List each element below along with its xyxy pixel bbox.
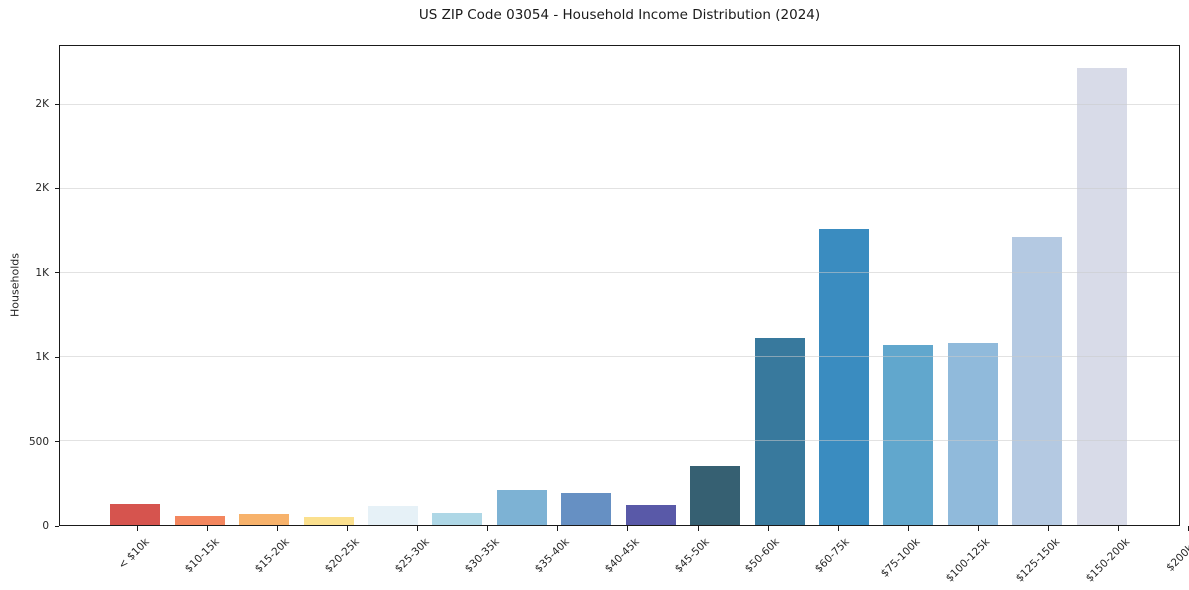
x-tick-slot: $10-15k (172, 526, 242, 590)
x-tick-label: $60-75k (813, 536, 853, 576)
x-tick-mark (417, 526, 419, 531)
bar (367, 505, 418, 525)
y-tick-label: 2K (35, 182, 49, 195)
x-tick-label: $200k+ (1164, 536, 1189, 574)
bar (1012, 236, 1063, 525)
x-tick-label: $35-40k (532, 536, 572, 576)
x-tick-slot: $45-50k (663, 526, 733, 590)
bar-slot (683, 46, 747, 525)
x-tick-label: $50-60k (742, 536, 783, 576)
x-tick-mark (627, 526, 629, 531)
y-tick-label: 2K (35, 98, 49, 111)
x-axis: < $10k $10-15k $15-20k $20-25k $25-30k $30-35… (59, 526, 1189, 590)
x-tick-mark (557, 526, 559, 531)
bar-slot (876, 46, 940, 525)
bar (754, 338, 805, 525)
y-axis: 0 500 1K 1K 2K 2K (0, 45, 59, 532)
bar (432, 513, 483, 525)
bar-slot (296, 46, 360, 525)
bar-slot (1070, 46, 1134, 525)
bar (110, 504, 161, 525)
y-tick-label: 0 (42, 520, 49, 532)
bar (239, 513, 290, 525)
x-tick-mark (347, 526, 349, 531)
x-tick-slot: $50-60k (733, 526, 803, 590)
x-tick-mark (487, 526, 489, 531)
bar-slot (1005, 46, 1069, 525)
x-tick-label: $75-100k (878, 536, 923, 580)
bar-slot (554, 46, 618, 525)
bar (690, 465, 741, 525)
bar (1076, 67, 1127, 525)
x-tick-slot: $75-100k (873, 526, 943, 590)
x-tick-label: $45-50k (672, 536, 713, 576)
x-tick-mark (1117, 526, 1119, 531)
bar (303, 516, 354, 525)
x-tick-mark (137, 526, 139, 531)
plot-area (59, 45, 1180, 526)
chart-title: US ZIP Code 03054 - Household Income Dis… (418, 7, 821, 23)
x-tick-mark (277, 526, 279, 531)
x-tick-slot: $25-30k (382, 526, 452, 590)
bar-slot (232, 46, 296, 525)
bar-slot (361, 46, 425, 525)
bar-slot (490, 46, 554, 525)
x-tick-label: $15-20k (252, 536, 292, 576)
bar-slot (747, 46, 811, 525)
y-tick-mark (55, 103, 59, 105)
x-tick-label: $40-45k (602, 536, 642, 576)
bar-slot (812, 46, 876, 525)
x-tick-slot: $40-45k (592, 526, 662, 590)
bar (496, 490, 547, 525)
x-tick-label: $30-35k (462, 536, 502, 576)
x-tick-slot: $200k+ (1153, 526, 1189, 590)
y-tick-label: 1K (35, 351, 49, 364)
x-tick-label: $150-200k (1083, 536, 1133, 585)
x-tick-label: $25-30k (392, 536, 432, 576)
x-tick-slot: $30-35k (452, 526, 522, 590)
x-tick-mark (207, 526, 209, 531)
x-tick-slot: $100-125k (943, 526, 1013, 590)
y-tick-mark (55, 441, 59, 443)
x-tick-label: $20-25k (322, 536, 362, 576)
x-tick-mark (1187, 526, 1189, 531)
bar (883, 345, 934, 525)
bar (625, 504, 676, 525)
x-tick-label: $125-150k (1013, 536, 1063, 585)
x-tick-label: $10-15k (182, 536, 222, 576)
bar (819, 228, 870, 525)
x-tick-mark (977, 526, 979, 531)
bar-slot (425, 46, 489, 525)
bars-container (60, 46, 1179, 525)
bar-slot (941, 46, 1005, 525)
bar-slot (167, 46, 231, 525)
x-tick-mark (697, 526, 699, 531)
y-tick-label: 1K (35, 266, 49, 279)
bar (561, 493, 612, 525)
y-tick-mark (55, 272, 59, 274)
x-tick-slot: $15-20k (242, 526, 312, 590)
bar (947, 342, 998, 525)
x-tick-slot: $35-40k (522, 526, 592, 590)
x-tick-slot: $60-75k (803, 526, 873, 590)
x-tick-label: < $10k (115, 536, 152, 572)
x-tick-slot: $150-200k (1083, 526, 1153, 590)
bar (174, 515, 225, 525)
x-tick-mark (837, 526, 839, 531)
x-tick-mark (767, 526, 769, 531)
bar-slot (619, 46, 683, 525)
bar-slot (103, 46, 167, 525)
y-tick-mark (55, 525, 59, 527)
y-tick-mark (55, 356, 59, 358)
x-tick-mark (1047, 526, 1049, 531)
x-tick-slot: $125-150k (1013, 526, 1083, 590)
x-tick-slot: < $10k (102, 526, 172, 590)
y-tick-mark (55, 187, 59, 189)
x-tick-mark (907, 526, 909, 531)
x-tick-slot: $20-25k (312, 526, 382, 590)
x-tick-label: $100-125k (943, 536, 993, 585)
y-tick-label: 500 (28, 435, 49, 448)
